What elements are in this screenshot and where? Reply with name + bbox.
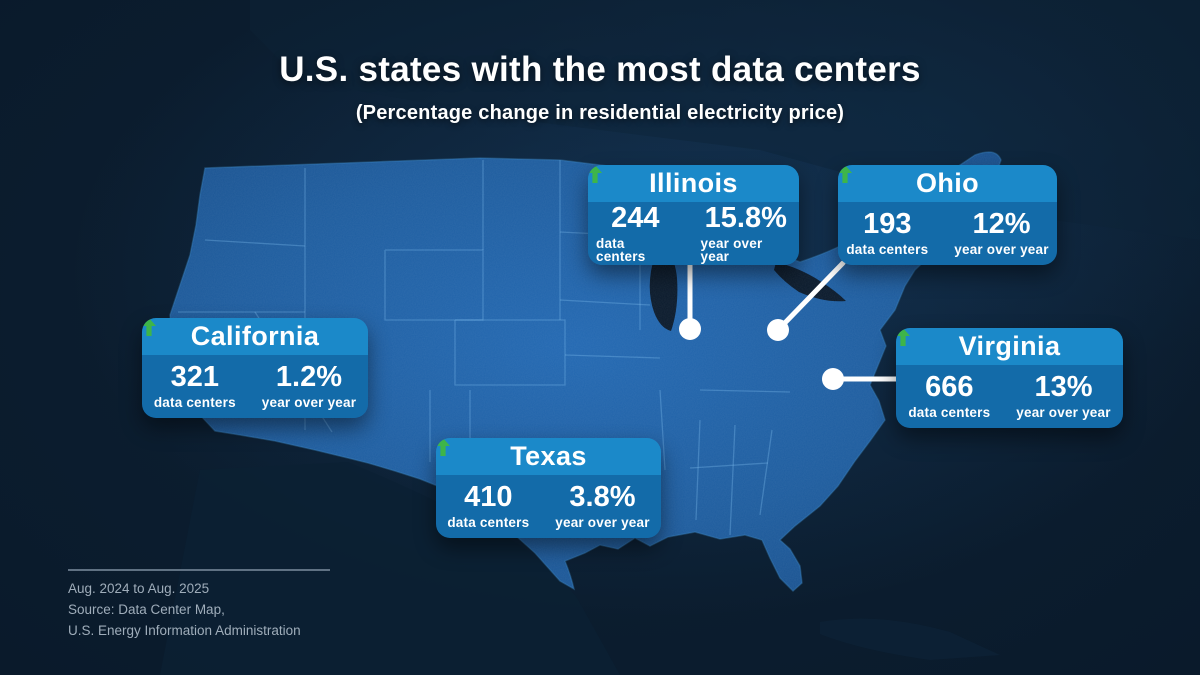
date-range: Aug. 2024 to Aug. 2025 [68,581,210,596]
card-texas-change-value: 3.8% [569,481,636,514]
card-illinois-change-stat: 15.8% year over year [588,165,791,264]
card-virginia-centers-value: 666 [925,371,974,404]
card-texas-body: 410 data centers 3.8% year over year [436,438,661,538]
card-ohio-change-value: 12% [972,208,1031,241]
card-ohio-centers-label: data centers [846,242,929,258]
card-texas-centers-stat: 410 data centers [447,483,529,530]
card-virginia-change-value: 13% [1034,371,1093,404]
card-illinois-change-value: 15.8% [704,201,787,234]
virginia-map-dot [822,368,844,390]
card-california-change-stat: 1.2% year over year [142,318,357,411]
card-ohio-state-name: Ohio [838,165,1057,202]
card-illinois-body: 244 data centers 15.8% year over year [588,165,799,265]
card-virginia-state-name: Virginia [896,328,1123,365]
card-ohio-centers-stat: 193 data centers [846,210,928,257]
ohio-map-dot [767,319,789,341]
header: U.S. states with the most data centers (… [0,50,1200,125]
footer-divider [68,569,330,571]
card-california-centers-value: 321 [170,361,219,394]
card-illinois: Illinois 244 data centers 15.8% year ove… [588,165,799,265]
card-texas-state-name: Texas [436,438,661,475]
card-california-centers-label: data centers [153,395,236,411]
card-california: California 321 data centers 1.2% year ov… [142,318,368,418]
card-virginia-change-stat: 13% year over year [896,328,1111,421]
card-texas-centers-label: data centers [447,515,530,531]
card-ohio-centers-value: 193 [863,208,912,241]
card-illinois-centers-value: 244 [611,201,660,234]
card-virginia-centers-label: data centers [908,405,991,421]
card-illinois-centers-label: data centers [596,235,646,264]
page-subtitle: (Percentage change in residential electr… [355,102,845,124]
card-virginia-body: 666 data centers 13% year over year [896,328,1123,428]
card-texas-change-label: year over year [555,515,650,531]
card-texas-centers-value: 410 [464,481,513,514]
card-ohio-body: 193 data centers 12% year over year [838,165,1057,265]
source-line-2: U.S. Energy Information Administration [68,622,301,638]
card-california-body: 321 data centers 1.2% year over year [142,318,368,418]
card-virginia-centers-stat: 666 data centers [908,373,990,420]
card-virginia-change-label: year over year [1016,405,1111,421]
card-ohio-change-label: year over year [954,242,1049,258]
cuba-silhouette [820,618,1000,660]
source-attribution: Aug. 2024 to Aug. 2025 Source: Data Cent… [68,569,330,642]
card-texas: Texas 410 data centers 3.8% year over ye… [436,438,661,538]
card-virginia: Virginia 666 data centers 13% year over … [896,328,1123,428]
source-line-1: Source: Data Center Map, [68,601,225,617]
card-california-centers-stat: 321 data centers [154,363,236,410]
card-illinois-state-name: Illinois [588,165,799,202]
lake-erie [774,262,846,302]
card-illinois-centers-stat: 244 data centers [596,201,675,264]
illinois-map-dot [679,318,701,340]
card-california-change-label: year over year [261,395,357,411]
page-title: U.S. states with the most data centers [279,50,921,89]
card-illinois-change-label: year over year [700,235,763,264]
card-california-state-name: California [142,318,368,355]
card-ohio-change-stat: 12% year over year [838,165,1049,258]
ohio-connector-line [775,260,846,333]
card-texas-change-stat: 3.8% year over year [436,438,650,531]
card-ohio: Ohio 193 data centers 12% year over year [838,165,1057,265]
card-california-change-value: 1.2% [275,361,343,394]
